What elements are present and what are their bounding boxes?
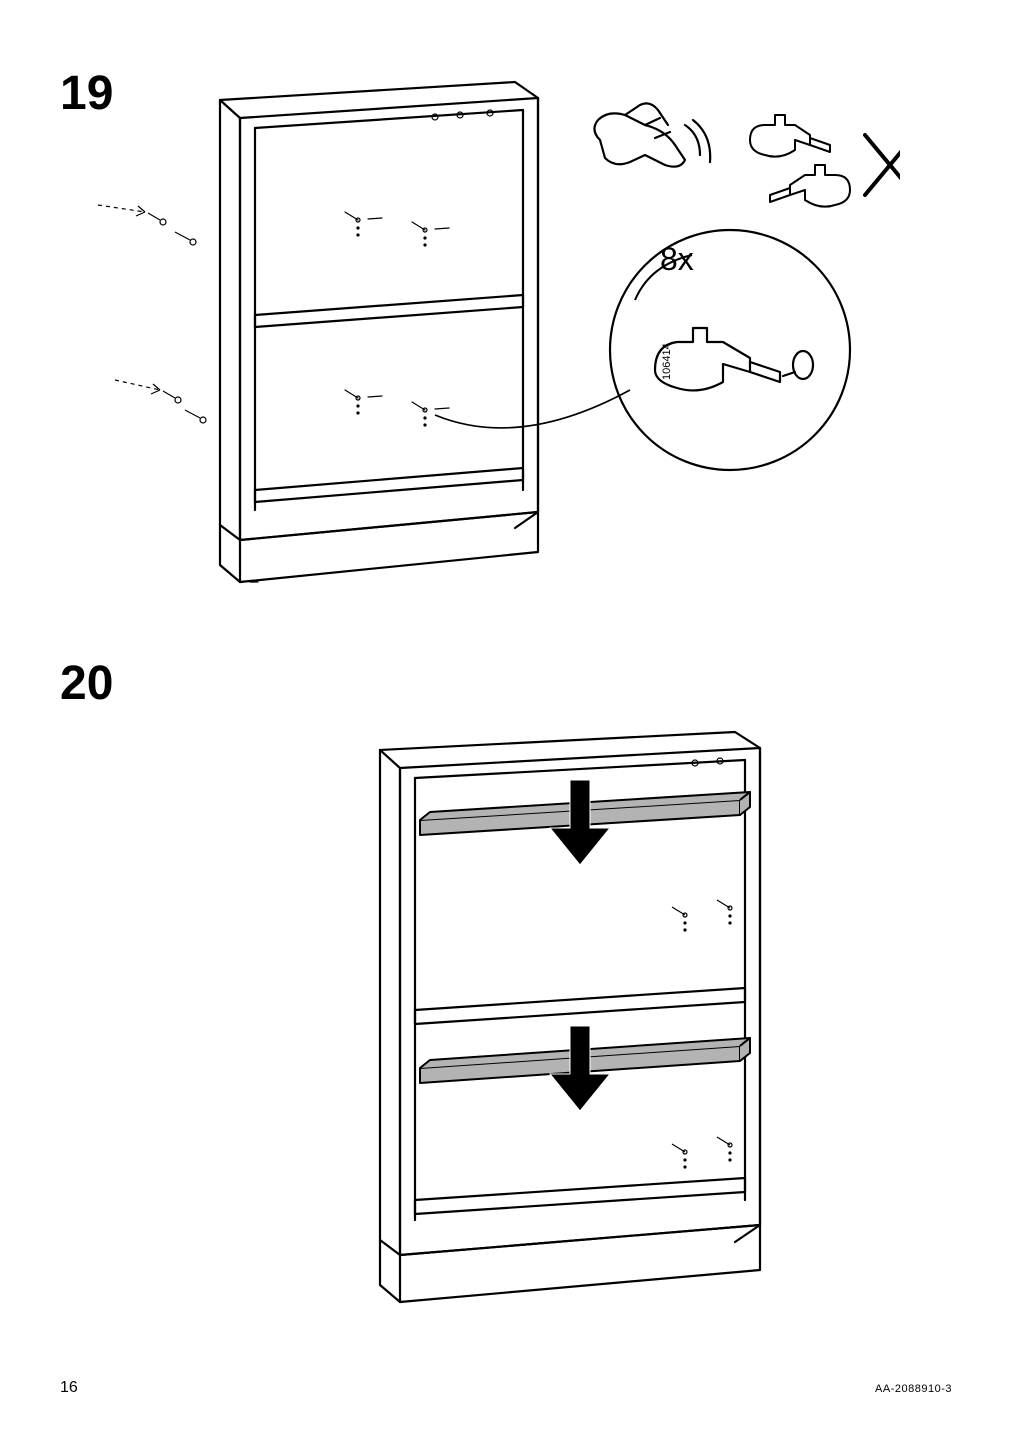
page-number: 16 bbox=[60, 1379, 78, 1397]
part-number-label: 106414 bbox=[661, 343, 673, 380]
step-number-20: 20 bbox=[60, 660, 113, 708]
step-20-illustration bbox=[340, 720, 800, 1345]
step-19-illustration: 8x 106414 bbox=[90, 70, 900, 635]
instruction-page: 19 bbox=[0, 0, 1012, 1432]
document-id: AA-2088910-3 bbox=[875, 1383, 952, 1395]
page-footer: 16 AA-2088910-3 bbox=[60, 1379, 952, 1397]
